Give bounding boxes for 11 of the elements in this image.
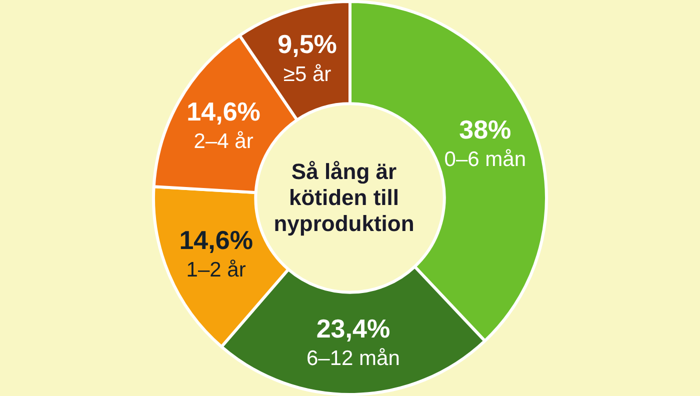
data-label: 14,6% bbox=[186, 96, 260, 126]
data-label: 14,6% bbox=[179, 224, 253, 255]
data-label: 38% bbox=[459, 114, 512, 144]
data-label: 9,5% bbox=[278, 29, 337, 60]
slice-label: ≥5 år bbox=[283, 62, 332, 86]
data-label: 23,4% bbox=[316, 314, 390, 344]
slice-label: 0–6 mån bbox=[444, 148, 526, 172]
slice-label: 1–2 år bbox=[186, 258, 246, 282]
text: Så lång är kötiden till nyproduktion bbox=[274, 158, 414, 238]
slice-label: 2–4 år bbox=[194, 130, 254, 154]
slice-label: 6–12 mån bbox=[306, 347, 400, 370]
